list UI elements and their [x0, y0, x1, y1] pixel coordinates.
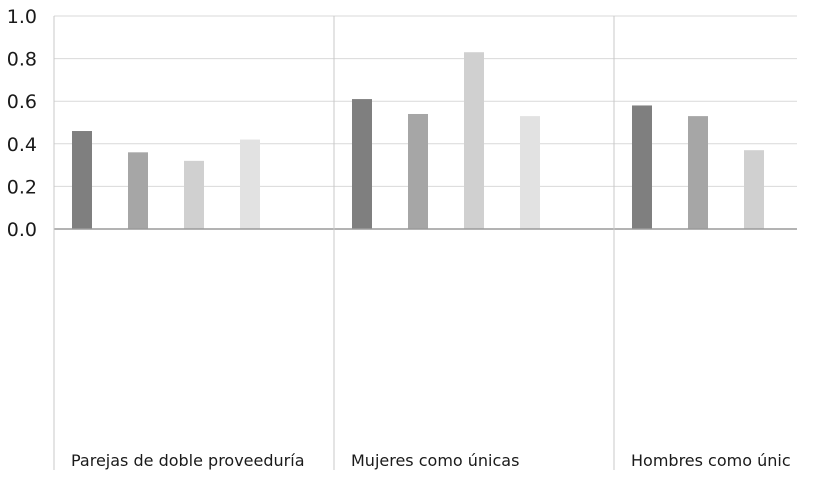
x-tick-label: Cuidado 0 a 5 años [633, 240, 652, 394]
y-axis: 0.0 0.2 0.4 0.6 0.8 1.0 [7, 6, 37, 241]
x-tick-labels: Cuidado 0 a 5 años Educación 0 a 14 años S… [73, 240, 764, 421]
x-tick-label: Salud 0a 14 años [465, 240, 484, 378]
x-axis [53, 16, 797, 470]
bar [688, 116, 708, 229]
group-labels: Parejas de doble proveeduría Mujeres como… [71, 451, 791, 470]
x-tick-label: Educación 0 a 14 años [689, 240, 708, 421]
bar [128, 152, 148, 229]
y-tick-label: 0.4 [7, 134, 37, 156]
bar [744, 150, 764, 229]
bar [184, 160, 204, 229]
x-tick-label: Pasivos 0 a 14 años [241, 240, 260, 398]
bar [240, 139, 260, 229]
x-tick-label: Educación 0 a 14 años [409, 240, 428, 421]
bars [72, 52, 764, 230]
group-label: Parejas de doble proveeduría [71, 451, 305, 470]
y-tick-label: 0.0 [7, 219, 37, 241]
x-tick-label: Cuidado 0 a 5 años [353, 240, 372, 394]
x-tick-label: Educación 0 a 14 años [129, 240, 148, 421]
x-tick-label: Salud 0a 14 años [185, 240, 204, 378]
bar [408, 113, 428, 229]
y-tick-label: 0.6 [7, 91, 37, 113]
y-tick-label: 1.0 [7, 6, 37, 28]
bar [352, 99, 372, 229]
x-tick-label: Salud 0a 14 años [745, 240, 764, 378]
y-tick-label: 0.2 [7, 176, 37, 198]
group-label: Mujeres como únicas [351, 451, 519, 470]
group-label: Hombres como únic [631, 451, 791, 470]
bar [464, 52, 484, 230]
bar [72, 131, 92, 229]
bar [520, 116, 540, 229]
x-tick-label: Pasivos 0 a 14 años [521, 240, 540, 398]
y-tick-label: 0.8 [7, 49, 37, 71]
gridlines [54, 15, 797, 187]
bar [632, 105, 652, 229]
x-tick-label: Cuidado 0 a 5 años [73, 240, 92, 394]
